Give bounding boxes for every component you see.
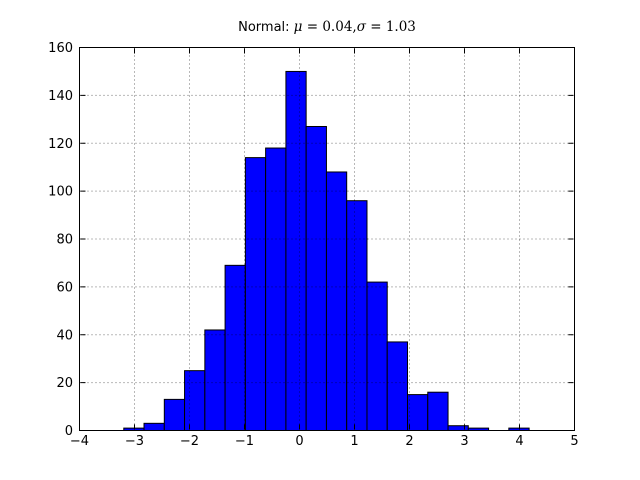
- histogram-bar: [427, 391, 449, 432]
- x-tick-label: −2: [180, 434, 199, 449]
- y-tick-label: 0: [65, 424, 73, 439]
- histogram-bar: [346, 200, 368, 431]
- histogram-bar: [143, 422, 165, 432]
- y-tick-label: 100: [48, 185, 73, 200]
- y-tick-label: 160: [48, 41, 73, 56]
- x-tick-label: 4: [515, 434, 523, 449]
- x-tick-label: −4: [70, 434, 89, 449]
- sigma-symbol: σ: [356, 19, 366, 35]
- y-tick-label: 40: [56, 328, 73, 343]
- y-tick-label: 80: [56, 233, 73, 248]
- histogram-bar: [163, 398, 186, 432]
- x-tick-label: −1: [235, 434, 254, 449]
- y-tick-label: 120: [48, 137, 73, 152]
- histogram-bar: [325, 171, 348, 431]
- x-tick-label: −3: [125, 434, 144, 449]
- y-tick-label: 20: [56, 376, 73, 391]
- histogram-bar: [366, 281, 388, 431]
- chart-title: Normal: μ = 0.04,σ = 1.03: [79, 19, 575, 37]
- x-tick-label: 2: [405, 434, 413, 449]
- x-tick-label: 1: [350, 434, 358, 449]
- histogram-bar: [447, 425, 469, 431]
- x-tick-label: 5: [570, 434, 578, 449]
- chart-title-prefix: Normal:: [238, 20, 294, 35]
- y-tick-label: 140: [48, 89, 73, 104]
- histogram-bar: [265, 147, 287, 431]
- histogram-bar: [244, 157, 267, 432]
- sigma-value: = 1.03: [365, 19, 416, 35]
- histogram-bar: [407, 394, 429, 431]
- y-tick-label: 60: [56, 280, 73, 295]
- axes-border: [79, 47, 575, 431]
- mu-value: = 0.04,: [302, 19, 357, 35]
- mu-symbol: μ: [293, 19, 303, 35]
- histogram-bar: [305, 125, 327, 432]
- histogram-bar: [285, 70, 307, 431]
- histogram-bar: [224, 264, 246, 431]
- histogram-bar: [184, 370, 206, 431]
- x-tick-label: 3: [460, 434, 468, 449]
- histogram-bar: [386, 341, 409, 431]
- histogram-bar: [204, 329, 226, 431]
- x-tick-label: 0: [295, 434, 303, 449]
